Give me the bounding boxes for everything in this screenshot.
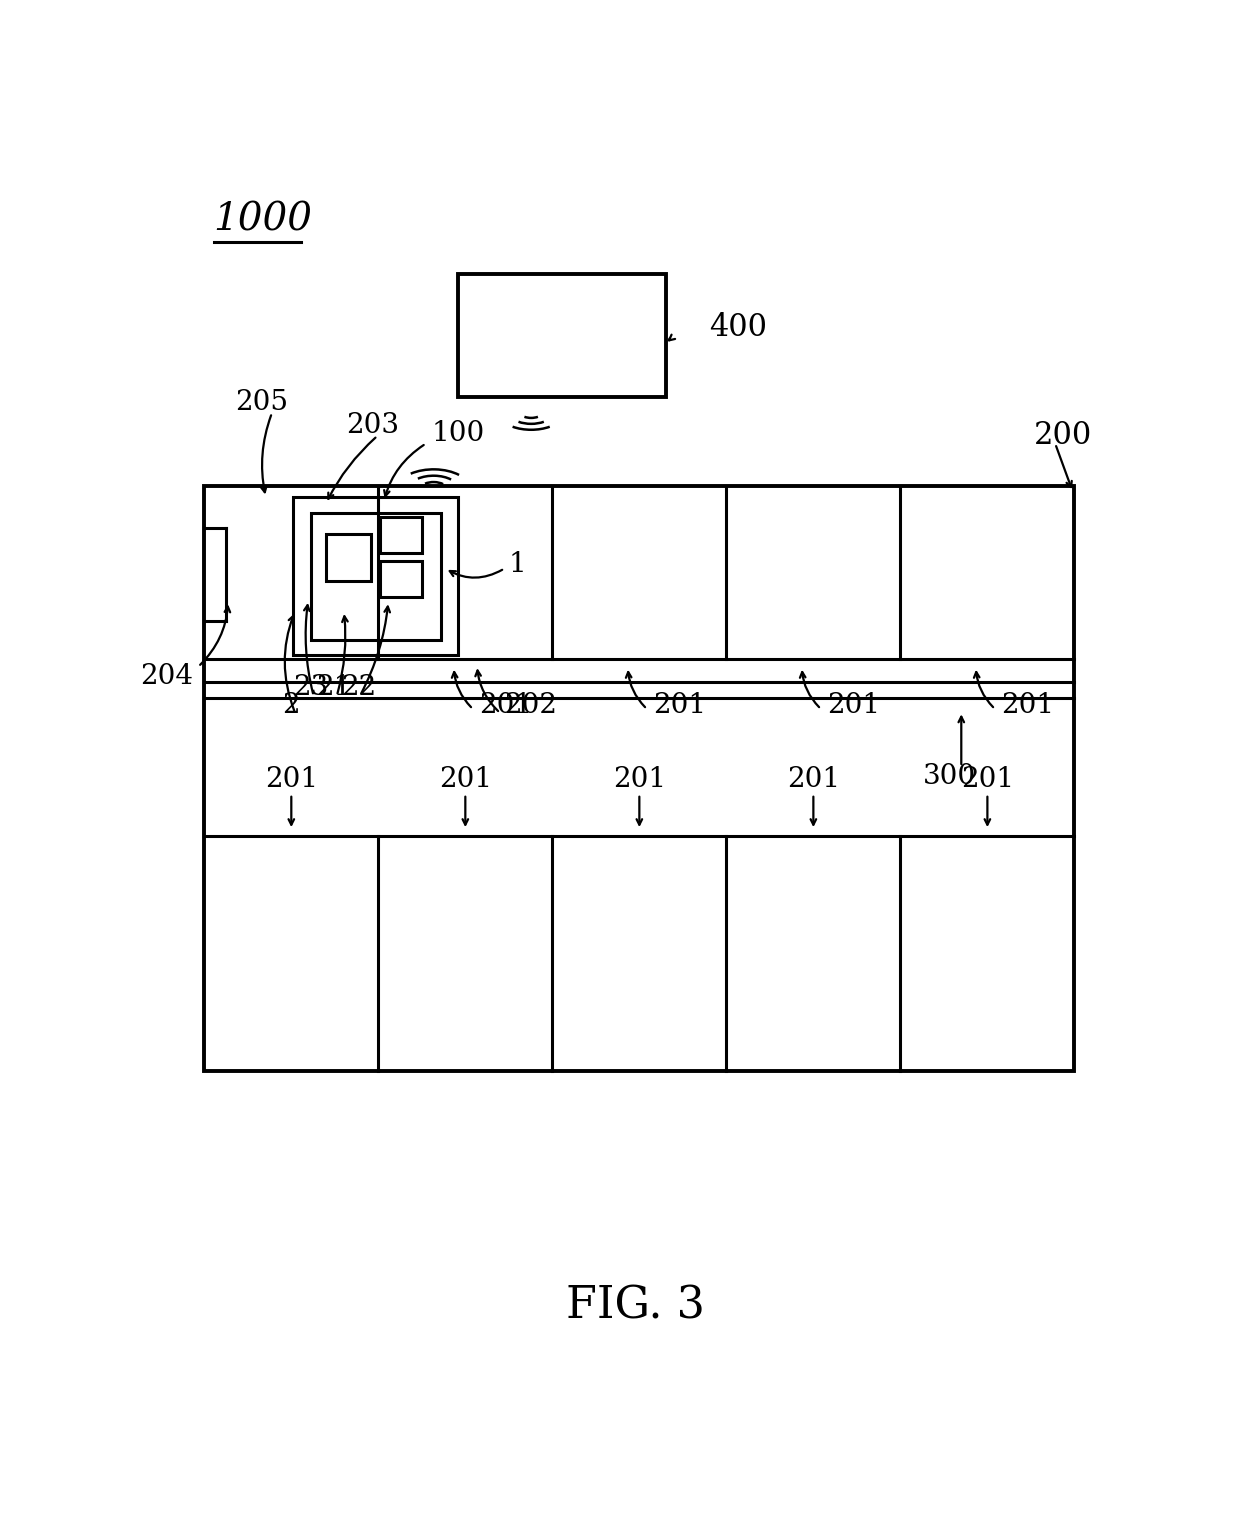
Text: 300: 300: [923, 763, 976, 790]
Text: 201: 201: [961, 766, 1014, 793]
Bar: [310, 513, 441, 640]
Text: 201: 201: [787, 766, 839, 793]
Text: 205: 205: [236, 389, 289, 416]
Text: 201: 201: [827, 692, 880, 719]
Bar: [459, 274, 666, 397]
Text: 201: 201: [479, 692, 532, 719]
Bar: [293, 498, 459, 656]
Text: 201: 201: [653, 692, 707, 719]
Text: 1: 1: [508, 551, 526, 578]
Text: 201: 201: [439, 766, 492, 793]
Text: 400: 400: [708, 312, 766, 344]
Bar: [379, 516, 422, 553]
Text: 201: 201: [1001, 692, 1054, 719]
Bar: [205, 486, 1074, 1070]
Text: 2: 2: [281, 692, 299, 719]
Text: 204: 204: [140, 663, 192, 690]
Text: 23: 23: [293, 674, 329, 701]
Text: 201: 201: [613, 766, 666, 793]
Text: 100: 100: [432, 419, 485, 447]
Text: 203: 203: [346, 412, 398, 439]
Text: 22: 22: [341, 674, 376, 701]
Text: 202: 202: [503, 692, 557, 719]
Bar: [326, 534, 371, 580]
Text: 201: 201: [265, 766, 317, 793]
Text: 1000: 1000: [213, 201, 312, 239]
Text: 200: 200: [1034, 421, 1092, 451]
Text: 21: 21: [316, 674, 351, 701]
Text: FIG. 3: FIG. 3: [567, 1284, 704, 1328]
Bar: [379, 562, 422, 598]
